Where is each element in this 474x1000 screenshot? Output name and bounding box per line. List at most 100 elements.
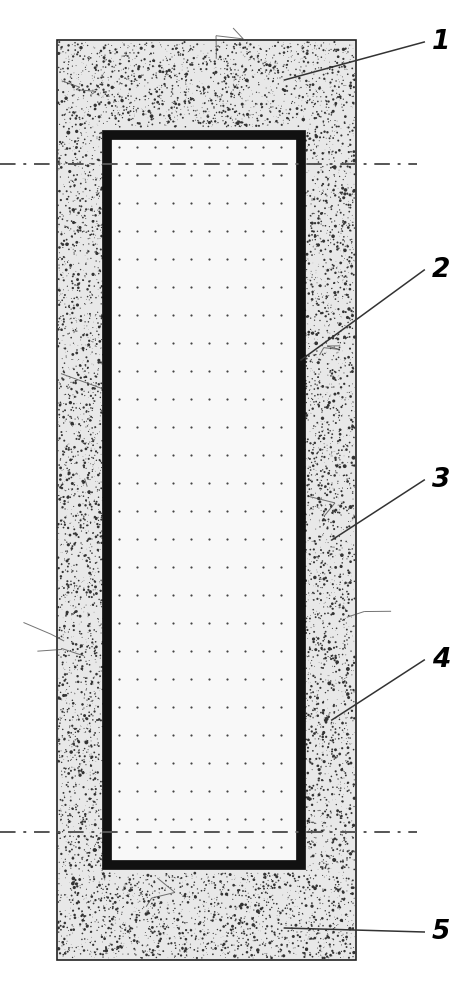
Point (342, 697, 349, 713)
Point (249, 925, 256, 941)
Point (77, 422, 85, 438)
Point (308, 386, 316, 402)
Point (60, 822, 68, 838)
Point (74, 190, 82, 206)
Point (157, 90, 164, 106)
Point (85, 813, 92, 829)
Point (190, 103, 198, 119)
Point (319, 615, 327, 631)
Point (69, 268, 77, 284)
Point (336, 846, 343, 862)
Point (347, 845, 355, 861)
Point (255, 75, 263, 91)
Point (88, 202, 95, 218)
Point (95, 874, 103, 890)
Point (334, 803, 341, 819)
Point (204, 869, 212, 885)
Point (309, 756, 316, 772)
Point (318, 403, 326, 419)
Point (337, 827, 345, 843)
Point (319, 867, 327, 883)
Point (118, 107, 125, 123)
Point (79, 696, 86, 712)
Point (86, 230, 93, 246)
Point (342, 603, 350, 619)
Point (258, 885, 265, 901)
Point (325, 476, 332, 492)
Point (343, 870, 350, 886)
Point (73, 400, 80, 416)
Point (329, 480, 337, 496)
Point (72, 150, 80, 166)
Point (98, 492, 106, 508)
Point (332, 559, 339, 575)
Point (327, 252, 335, 268)
Point (73, 277, 81, 293)
Point (337, 842, 345, 858)
Point (138, 883, 146, 899)
Point (341, 724, 349, 740)
Point (221, 940, 229, 956)
Point (351, 509, 358, 525)
Point (74, 641, 82, 657)
Point (312, 578, 319, 594)
Point (322, 858, 330, 874)
Point (331, 531, 339, 547)
Point (249, 107, 257, 123)
Point (337, 494, 345, 510)
Point (333, 541, 340, 557)
Point (59, 61, 67, 77)
Point (64, 551, 72, 567)
Point (72, 508, 80, 524)
Point (82, 265, 90, 281)
Point (97, 811, 105, 827)
Point (77, 418, 84, 434)
Point (342, 715, 350, 731)
Point (330, 894, 337, 910)
Point (346, 921, 354, 937)
Point (100, 912, 107, 928)
Point (119, 926, 127, 942)
Point (70, 582, 77, 598)
Point (56, 134, 64, 150)
Point (339, 884, 347, 900)
Point (149, 885, 156, 901)
Point (112, 57, 119, 73)
Point (126, 930, 134, 946)
Point (325, 600, 333, 616)
Point (67, 402, 75, 418)
Point (323, 945, 330, 961)
Point (219, 103, 227, 119)
Point (135, 930, 142, 946)
Point (57, 922, 65, 938)
Point (326, 260, 334, 276)
Point (67, 205, 74, 221)
Point (336, 899, 344, 915)
Point (212, 926, 219, 942)
Point (238, 925, 246, 941)
Point (75, 515, 82, 531)
Point (198, 871, 206, 887)
Point (341, 639, 348, 655)
Point (336, 902, 343, 918)
Point (56, 709, 64, 725)
Point (338, 397, 346, 413)
Point (131, 50, 139, 66)
Point (222, 109, 230, 125)
Point (94, 735, 102, 751)
Point (336, 837, 344, 853)
Point (245, 885, 252, 901)
Point (133, 195, 140, 211)
Point (68, 719, 76, 735)
Point (133, 167, 140, 183)
Point (349, 332, 357, 348)
Point (86, 554, 94, 570)
Point (99, 642, 106, 658)
Point (74, 847, 82, 863)
Point (323, 906, 330, 922)
Point (323, 40, 330, 56)
Point (309, 591, 316, 607)
Point (317, 680, 324, 696)
Point (343, 675, 350, 691)
Point (206, 115, 213, 131)
